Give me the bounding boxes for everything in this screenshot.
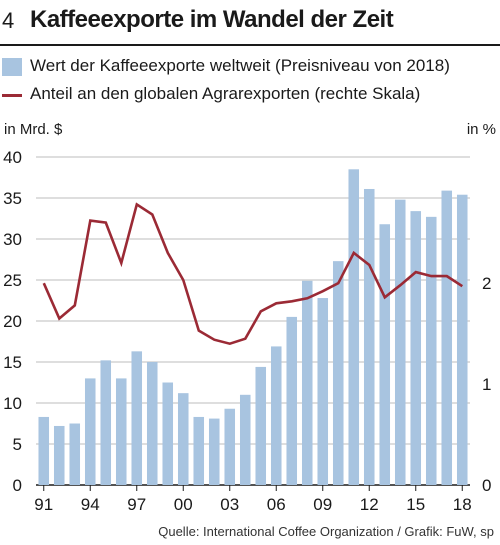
bar-2003 (224, 408, 236, 485)
bar-2012 (363, 188, 375, 485)
share-line (42, 202, 464, 346)
line-series (42, 202, 464, 346)
right-tick-label: 1 (482, 375, 491, 394)
right-axis-label: in % (467, 121, 496, 138)
bar-1991 (38, 416, 50, 485)
bar-2013 (379, 224, 391, 485)
x-tick-label: 15 (406, 495, 425, 514)
legend-line-label: Anteil an den globalen Agrarexporten (re… (30, 84, 421, 103)
left-axis-label: in Mrd. $ (4, 121, 63, 138)
bar-2008 (301, 280, 313, 485)
source-note: Quelle: International Coffee Organizatio… (158, 524, 494, 539)
bar-2015 (410, 211, 422, 485)
x-tick-label: 12 (360, 495, 379, 514)
left-tick-label: 0 (13, 476, 22, 495)
x-tick-label: 18 (453, 495, 472, 514)
bar-2002 (208, 418, 220, 485)
bar-2009 (317, 298, 329, 485)
left-tick-label: 35 (3, 189, 22, 208)
left-tick-label: 15 (3, 353, 22, 372)
bar-1994 (84, 378, 96, 485)
left-tick-label: 5 (13, 435, 22, 454)
left-tick-label: 10 (3, 394, 22, 413)
left-tick-label: 25 (3, 271, 22, 290)
x-axis-ticks: 91 94 97 00 03 06 09 12 15 18 (34, 485, 472, 514)
left-axis-ticks: 0 5 10 15 20 25 30 35 40 (3, 148, 22, 495)
legend-bar-label: Wert der Kaffeeexporte weltweit (Preisni… (30, 56, 450, 75)
bar-2011 (348, 169, 360, 486)
x-tick-label: 91 (34, 495, 53, 514)
legend-item-bars: Wert der Kaffeeexporte weltweit (Preisni… (0, 56, 500, 80)
bar-2004 (239, 394, 251, 485)
bar-1993 (69, 423, 81, 485)
header: 4 Kaffeeexporte im Wandel der Zeit (0, 6, 500, 36)
right-axis-ticks: 0 1 2 (482, 274, 491, 495)
left-tick-label: 40 (3, 148, 22, 167)
bar-1997 (131, 351, 143, 485)
x-tick-label: 06 (267, 495, 286, 514)
x-tick-label: 97 (127, 495, 146, 514)
figure-number: 4 (2, 8, 15, 33)
bar-1999 (162, 382, 174, 485)
bar-1992 (53, 425, 65, 485)
left-tick-label: 30 (3, 230, 22, 249)
right-tick-label: 2 (482, 274, 491, 293)
bar-1996 (115, 378, 127, 485)
x-tick-label: 09 (313, 495, 332, 514)
bar-2018 (456, 194, 468, 485)
bar-1998 (146, 362, 158, 485)
bar-2017 (441, 190, 453, 485)
bar-2005 (255, 366, 267, 485)
legend-line-swatch (2, 94, 22, 97)
title-rule (0, 44, 500, 46)
legend-item-line: Anteil an den globalen Agrarexporten (re… (0, 84, 500, 108)
bar-1995 (100, 360, 112, 485)
bar-2000 (177, 393, 189, 485)
x-tick-label: 03 (220, 495, 239, 514)
right-tick-label: 0 (482, 476, 491, 495)
bar-2014 (394, 199, 406, 485)
bar-2001 (193, 416, 205, 485)
chart-title: Kaffeeexporte im Wandel der Zeit (30, 6, 394, 33)
bar-2010 (332, 261, 344, 485)
bar-2016 (425, 216, 437, 486)
legend-bar-swatch (2, 58, 22, 76)
left-tick-label: 20 (3, 312, 22, 331)
x-tick-label: 94 (81, 495, 100, 514)
bar-2007 (286, 316, 298, 485)
x-tick-label: 00 (174, 495, 193, 514)
bar-2006 (270, 346, 282, 485)
bar-series (38, 169, 468, 486)
